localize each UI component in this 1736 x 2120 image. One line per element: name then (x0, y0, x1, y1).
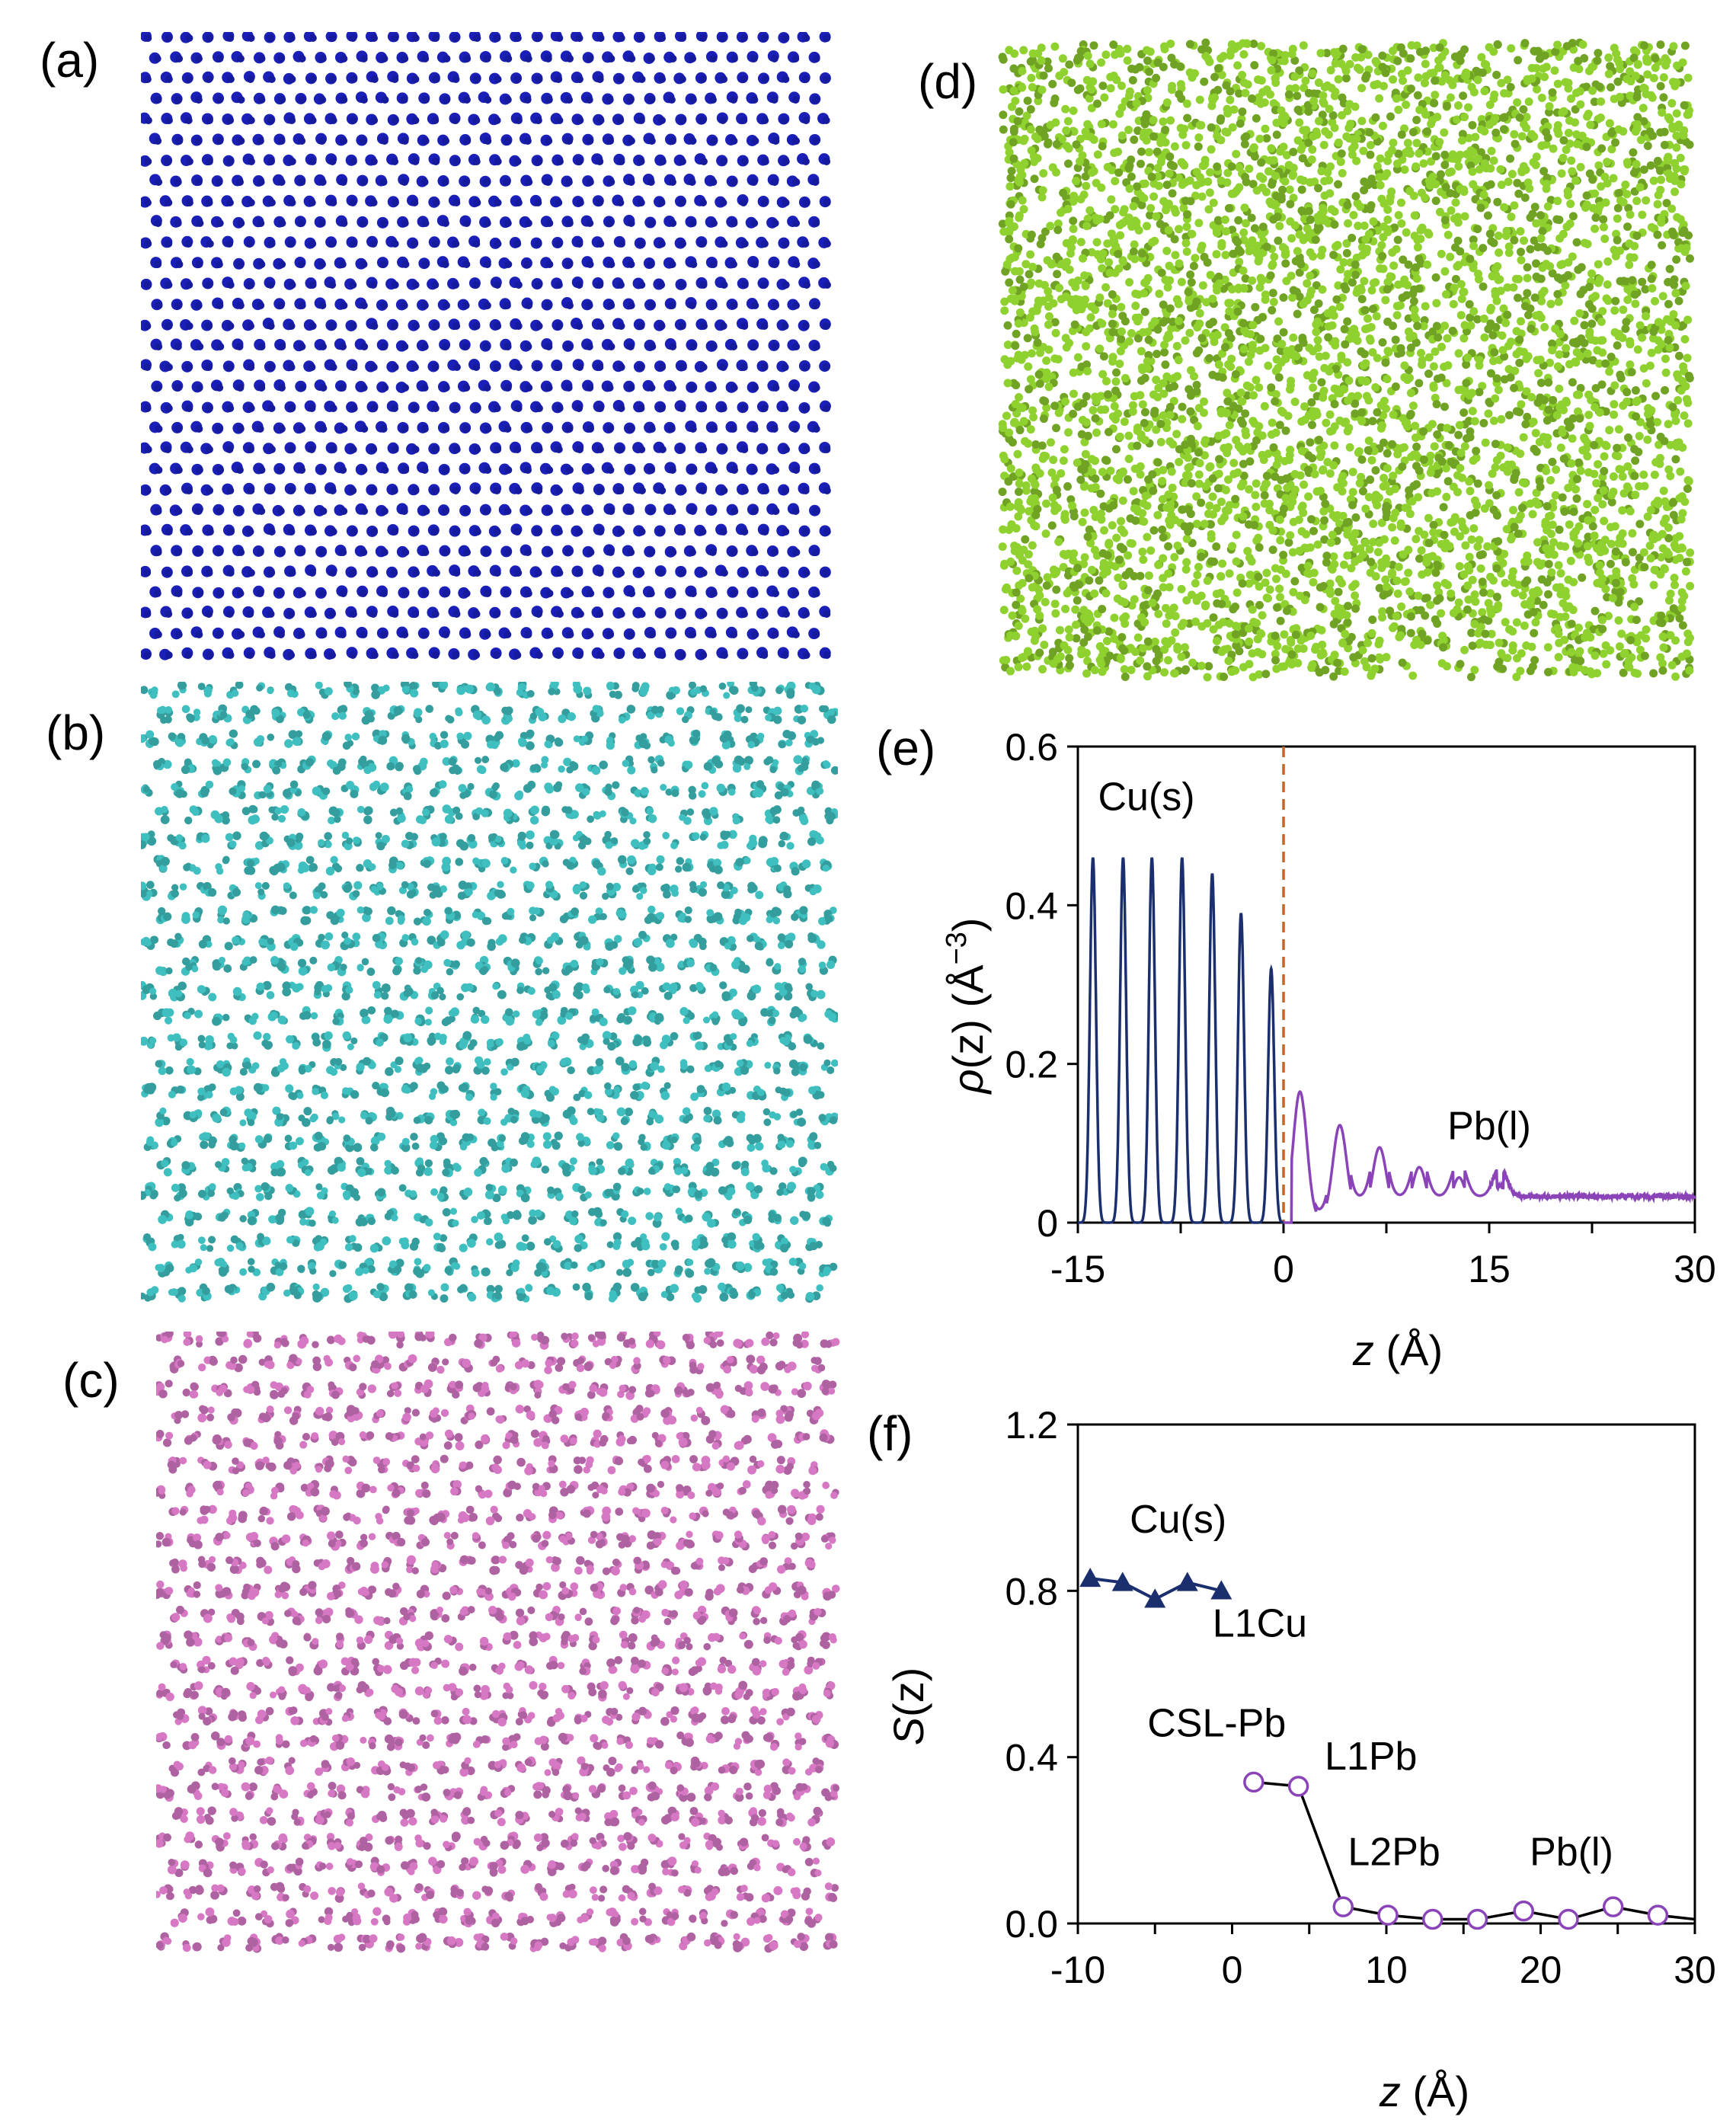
chart-f-pb-point (1377, 1904, 1399, 1926)
chart-f-cu-point (1111, 1572, 1133, 1591)
chart-f-series-pb-line (1253, 1780, 1696, 1921)
chart-f-xtick-label: -10 (1050, 1949, 1105, 1991)
chart-f-annotation: CSL-Pb (1147, 1701, 1286, 1745)
chart-e-ytick-label: 0 (1037, 1202, 1058, 1245)
chart-e-xtick-label: 15 (1468, 1248, 1511, 1290)
chart-f-pb-point (1558, 1908, 1579, 1930)
chart-f-ytick-label: 0.4 (1005, 1737, 1058, 1779)
chart-f-pb-point (1602, 1896, 1624, 1917)
chart-f-xtick-label: 10 (1365, 1949, 1408, 1991)
chart-e-ytick-label: 0.4 (1005, 884, 1058, 927)
chart-f-pb-point (1332, 1896, 1354, 1917)
chart-f-annotation: Pb(l) (1530, 1831, 1613, 1875)
chart-e-xtick-label: 0 (1273, 1248, 1294, 1290)
chart-e-xtick-label: -15 (1050, 1248, 1105, 1290)
chart-f-annotation: Cu(s) (1130, 1498, 1226, 1542)
chart-f-pb-point (1647, 1904, 1669, 1926)
chart-f-xlabel: z (Å) (1379, 2067, 1469, 2115)
chart-f-cu-point (1144, 1588, 1166, 1608)
chart-e-series-pb (1284, 1090, 1696, 1224)
chart-f-pb-point (1422, 1908, 1443, 1930)
chart-f-pb-point (1466, 1908, 1488, 1930)
panel-label-a: (a) (40, 33, 100, 88)
chart-f-annotation: L1Pb (1325, 1735, 1417, 1779)
panel-b-atoms (141, 682, 838, 1303)
chart-f-ylabel: S(z) (884, 1668, 932, 1746)
panel-c-atoms (156, 1332, 840, 1953)
panel-label-c: (c) (62, 1353, 120, 1408)
chart-e-annotation: Cu(s) (1098, 775, 1194, 819)
chart-e-xlabel: z (Å) (1352, 1326, 1443, 1374)
panel-d-atoms (998, 38, 1695, 682)
chart-f-ytick-label: 0.0 (1005, 1903, 1058, 1946)
chart-f-ytick-label: 0.8 (1005, 1570, 1058, 1613)
chart-f-cu-point (1079, 1567, 1101, 1588)
chart-e-annotation: Pb(l) (1447, 1105, 1531, 1149)
panel-a-atoms (141, 32, 831, 660)
chart-e-xtick-label: 30 (1674, 1248, 1716, 1290)
chart-f-pb-point (1513, 1900, 1534, 1922)
panel-label-f: (f) (867, 1406, 913, 1461)
chart-f-pb-point (1243, 1771, 1264, 1793)
chart-f-cu-point (1210, 1580, 1232, 1600)
chart-f-xtick-label: 0 (1222, 1949, 1243, 1991)
chart-f-annotation: L2Pb (1348, 1831, 1440, 1875)
chart-f-annotation: L1Cu (1213, 1601, 1307, 1645)
panel-label-e: (e) (876, 721, 936, 775)
chart-f-cu-point (1176, 1572, 1198, 1591)
chart-f-xtick-label: 30 (1674, 1949, 1716, 1991)
chart-e-ytick-label: 0.6 (1005, 726, 1058, 769)
panel-label-d: (d) (918, 54, 978, 109)
chart-f-xtick-label: 20 (1520, 1949, 1562, 1991)
order-parameter-chart: 0.0 0.4 0.8 1.2 -10 0 10 20 30 Cu(s) L1Cu CSL-Pb L1P… (884, 1404, 1716, 2115)
panel-label-b: (b) (46, 705, 106, 760)
chart-e-series-cu (1078, 857, 1284, 1224)
chart-e-ytick-label: 0.2 (1005, 1044, 1058, 1086)
chart-f-ytick-label: 1.2 (1005, 1404, 1058, 1447)
chart-e-ylabel: ρ(z) (Å−3) (941, 918, 992, 1095)
chart-f-pb-point (1287, 1776, 1309, 1797)
